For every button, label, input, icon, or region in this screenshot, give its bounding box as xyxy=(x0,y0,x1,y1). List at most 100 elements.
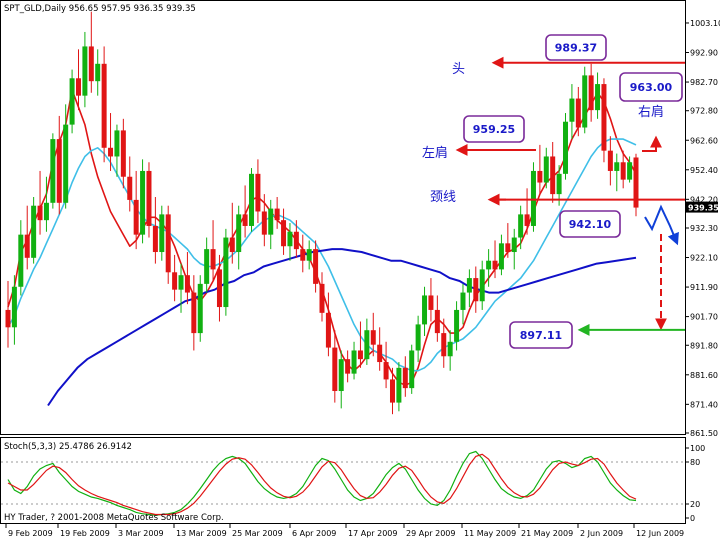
candle xyxy=(24,205,30,270)
candle-body xyxy=(633,157,639,208)
candle-body xyxy=(274,208,280,221)
candle-body xyxy=(537,170,543,183)
stoch-tick-label: 100 xyxy=(690,444,705,453)
time-tick-label: 6 Apr 2009 xyxy=(292,529,336,538)
candle-body xyxy=(569,98,575,122)
candle-body xyxy=(88,46,94,82)
candle-body xyxy=(454,309,460,342)
candle xyxy=(120,118,126,189)
candle-body xyxy=(441,333,447,357)
candle xyxy=(108,113,114,171)
candle-body xyxy=(518,214,524,238)
price-tick-label: 992.90 xyxy=(690,49,718,58)
candle xyxy=(364,318,370,365)
candle-body xyxy=(543,156,549,183)
candle xyxy=(82,31,88,108)
stochastic-lines xyxy=(7,450,637,516)
candle-body xyxy=(428,295,434,310)
candle-body xyxy=(389,379,395,403)
candle-body xyxy=(614,162,620,171)
candle-body xyxy=(498,243,504,270)
candle-body xyxy=(588,75,594,111)
time-tick-label: 29 Apr 2009 xyxy=(406,529,455,538)
candle-body xyxy=(63,124,69,203)
candle-body xyxy=(18,234,24,287)
candle xyxy=(255,159,261,224)
stoch-main-line xyxy=(7,450,637,516)
price-tick-label: 972.80 xyxy=(690,107,718,116)
neckline-value-text: 942.10 xyxy=(569,218,612,231)
candle xyxy=(204,237,210,293)
candle-body xyxy=(255,173,261,212)
price-tick-label: 922.10 xyxy=(690,254,718,263)
candle-body xyxy=(56,139,62,203)
candle-body xyxy=(466,278,472,293)
candle xyxy=(11,275,17,345)
candle-body xyxy=(575,98,581,128)
candle xyxy=(319,272,325,322)
candle-body xyxy=(261,211,267,235)
candle-body xyxy=(607,150,613,171)
candle-body xyxy=(524,214,530,226)
candle xyxy=(313,240,319,293)
time-tick-label: 12 Jun 2009 xyxy=(636,529,684,538)
candle-body xyxy=(556,173,562,195)
candle-body xyxy=(383,362,389,380)
candle-body xyxy=(114,130,120,157)
candle xyxy=(595,72,601,119)
copyright-text: HY Trader, ? 2001-2008 MetaQuotes Softwa… xyxy=(4,513,224,523)
price-tick-label: 891.80 xyxy=(690,341,718,350)
left-shoulder-value-text: 959.25 xyxy=(473,123,515,136)
candle-body xyxy=(620,162,626,180)
stoch-tick-label: 20 xyxy=(690,500,700,509)
candle xyxy=(543,147,549,189)
candle xyxy=(114,124,120,177)
candle xyxy=(306,240,312,270)
candle-body xyxy=(582,75,588,128)
candle-body xyxy=(75,78,81,96)
candle xyxy=(127,156,133,212)
candle-body xyxy=(159,214,165,253)
candle xyxy=(479,260,485,310)
projection-path xyxy=(644,204,679,246)
candle xyxy=(466,269,472,308)
head-value-text: 989.37 xyxy=(555,42,597,55)
candle xyxy=(274,197,280,229)
candle xyxy=(133,170,139,250)
candle-body xyxy=(82,46,88,96)
candle xyxy=(447,330,453,371)
candle-body xyxy=(479,269,485,302)
neckline-value-box xyxy=(559,210,621,238)
candle xyxy=(191,275,197,351)
stochastic-axis: 100 80 20 0 xyxy=(1,444,705,523)
candle-body xyxy=(197,283,203,334)
candle-body xyxy=(133,199,139,235)
candle-body xyxy=(563,121,569,174)
candle-body xyxy=(402,367,408,389)
left-shoulder-label: 左肩 xyxy=(422,145,448,161)
candle-body xyxy=(530,170,536,226)
candle xyxy=(428,278,434,322)
candle xyxy=(75,49,81,111)
candle xyxy=(18,220,24,296)
candle-body xyxy=(345,359,351,374)
candle xyxy=(486,249,492,287)
candle xyxy=(152,197,158,264)
candle xyxy=(242,185,248,238)
candle-body xyxy=(511,237,517,253)
time-tick-label: 3 Mar 2009 xyxy=(118,529,164,538)
candle xyxy=(627,156,633,183)
candle xyxy=(396,362,402,412)
stoch-tick-label: 0 xyxy=(690,514,695,523)
candle-body xyxy=(357,350,363,360)
candle-body xyxy=(216,269,222,308)
candle xyxy=(281,208,287,255)
right-shoulder-arrow xyxy=(642,135,662,152)
candle xyxy=(63,104,69,209)
symbol-header: SPT_GLD,Daily 956.65 957.95 936.35 939.3… xyxy=(4,4,196,14)
candle-body xyxy=(242,214,248,226)
price-tick-label: 881.60 xyxy=(690,371,718,380)
price-tick-label: 901.70 xyxy=(690,313,718,322)
stoch-tick-label: 80 xyxy=(690,458,700,467)
candle-body xyxy=(69,78,75,125)
